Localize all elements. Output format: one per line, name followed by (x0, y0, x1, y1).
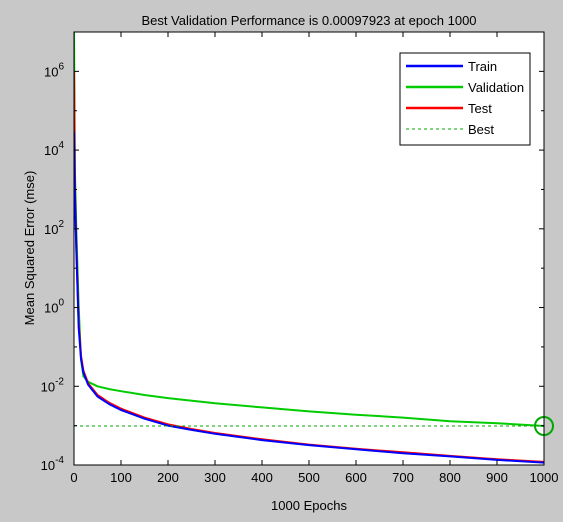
y-tick-label: 106 (44, 61, 64, 79)
x-tick-label: 100 (110, 470, 132, 485)
legend-label-best: Best (468, 122, 494, 137)
x-axis-label: 1000 Epochs (271, 498, 347, 513)
series-line-train (74, 131, 544, 464)
x-tick-label: 500 (298, 470, 320, 485)
legend-label-train: Train (468, 59, 497, 74)
y-tick-label: 104 (44, 140, 64, 158)
x-tick-label: 900 (486, 470, 508, 485)
y-axis-label: Mean Squared Error (mse) (22, 171, 37, 326)
plot-frame (73, 31, 545, 466)
axes-layer: 0 100 200 300 400 500 600 700 800 900 1000 10-4 10-2… (41, 31, 559, 485)
legend: Train Validation Test Best (399, 52, 531, 146)
y-tick-label: 10-2 (41, 376, 65, 394)
legend-label-test: Test (468, 101, 492, 116)
y-tick-label: 102 (44, 219, 64, 237)
legend-box (399, 52, 531, 146)
legend-label-validation: Validation (468, 80, 524, 95)
x-tick-label: 1000 (530, 470, 559, 485)
legend-entries: Train Validation Test Best (406, 59, 524, 137)
y-tick-label: 10-4 (41, 455, 65, 473)
x-tick-label: 700 (392, 470, 414, 485)
x-tick-label: 800 (439, 470, 461, 485)
x-tick-label: 0 (70, 470, 77, 485)
chart-title: Best Validation Performance is 0.0009792… (141, 13, 476, 28)
x-tick-label: 400 (251, 470, 273, 485)
x-tick-label: 200 (157, 470, 179, 485)
y-tick-label: 100 (44, 298, 64, 316)
x-tick-label: 300 (204, 470, 226, 485)
x-tick-label: 600 (345, 470, 367, 485)
series-layer (74, 32, 544, 464)
